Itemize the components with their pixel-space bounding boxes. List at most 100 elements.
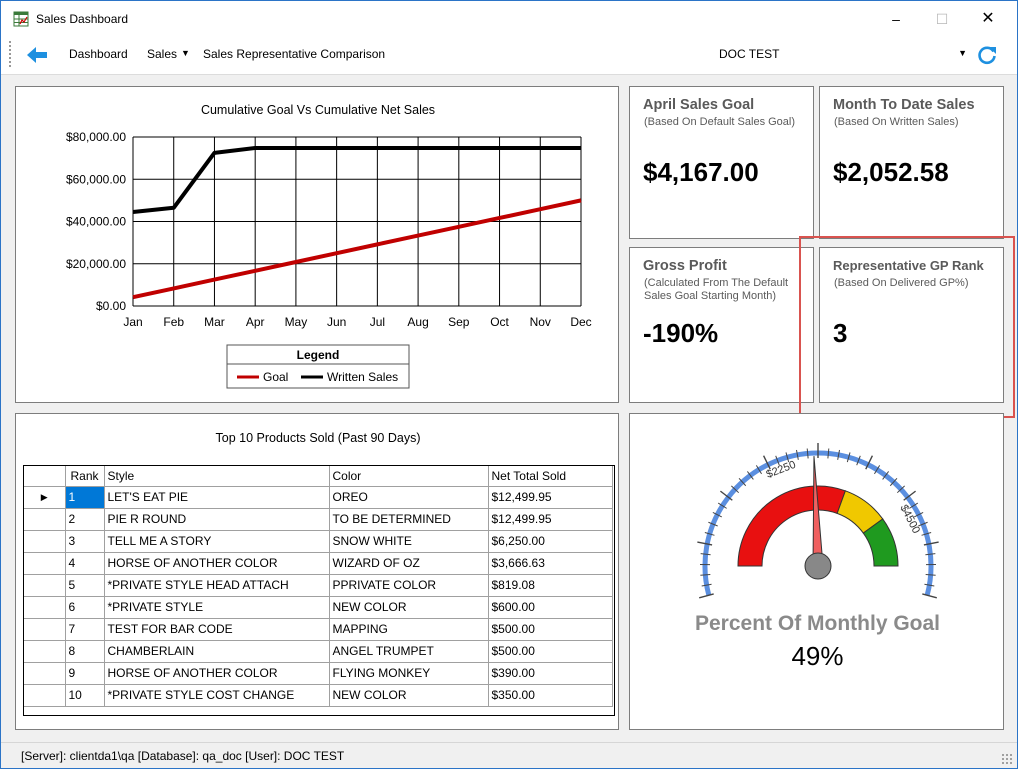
toolbar-grip-icon[interactable] [9,41,11,67]
row-header-cell[interactable] [24,529,66,553]
color-cell[interactable]: FLYING MONKEY [328,661,489,685]
style-cell[interactable]: HORSE OF ANOTHER COLOR [103,551,330,575]
color-cell[interactable]: WIZARD OF OZ [328,551,489,575]
rep-comparison-menu-item[interactable]: Sales Representative Comparison [203,47,386,61]
dashboard-menu-item[interactable]: Dashboard [69,47,128,61]
column-header-style[interactable]: Style [103,466,330,487]
rank-cell[interactable]: 5 [64,573,105,597]
net-total-cell[interactable]: $500.00 [487,617,613,641]
rank-cell[interactable]: 4 [64,551,105,575]
table-row[interactable]: 8 CHAMBERLAIN ANGEL TRUMPET $500.00 [24,639,613,663]
row-header-cell[interactable] [24,617,66,641]
net-total-cell[interactable]: $390.00 [487,661,613,685]
gp-rank-card: Representative GP Rank (Based On Deliver… [819,247,1004,403]
style-cell[interactable]: CHAMBERLAIN [103,639,330,663]
style-cell[interactable]: *PRIVATE STYLE COST CHANGE [103,683,330,707]
back-arrow-icon[interactable] [25,44,49,66]
color-cell[interactable]: SNOW WHITE [328,529,489,553]
rank-cell[interactable]: 8 [64,639,105,663]
color-cell[interactable]: MAPPING [328,617,489,641]
table-row[interactable]: 7 TEST FOR BAR CODE MAPPING $500.00 [24,617,613,641]
net-total-cell[interactable]: $12,499.95 [487,485,613,509]
gauge-tick [856,455,861,466]
row-header-cell[interactable] [24,573,66,597]
style-cell[interactable]: PIE R ROUND [103,507,330,531]
table-row[interactable]: 10 *PRIVATE STYLE COST CHANGE NEW COLOR $35… [24,683,613,707]
sales-goal-subtitle: (Based On Default Sales Goal) [644,116,796,128]
top-products-grid: Rank Style Color Net Total Sold ▶ 1 LET'S … [23,465,615,716]
color-cell[interactable]: TO BE DETERMINED [328,507,489,531]
table-row[interactable]: 3 TELL ME A STORY SNOW WHITE $6,250.00 [24,529,613,553]
net-total-cell[interactable]: $600.00 [487,595,613,619]
column-header-color[interactable]: Color [328,466,489,487]
current-row-indicator-icon[interactable]: ▶ [24,485,66,509]
refresh-icon[interactable] [976,44,998,66]
legend-entry: Written Sales [327,370,398,384]
maximize-button[interactable]: ☐ [935,11,949,27]
y-tick-label: $60,000.00 [66,172,126,186]
resize-grip-icon[interactable] [1001,753,1013,765]
gp-rank-highlight-box [799,236,1015,418]
style-cell[interactable]: *PRIVATE STYLE [103,595,330,619]
minimize-button[interactable]: – [892,11,900,27]
table-row[interactable]: ▶ 1 LET'S EAT PIE OREO $12,499.95 [24,485,613,509]
gauge-tick [806,448,809,459]
toolbar: Dashboard Sales ▼ Sales Representative C… [1,37,1017,75]
net-total-cell[interactable]: $500.00 [487,639,613,663]
chevron-down-icon[interactable]: ▼ [958,48,967,58]
representative-select[interactable]: DOC TEST ▼ [715,43,969,65]
rank-cell[interactable]: 9 [64,661,105,685]
rank-cell[interactable]: 2 [64,507,105,531]
style-cell[interactable]: TEST FOR BAR CODE [103,617,330,641]
row-header-cell[interactable] [24,507,66,531]
row-header-cell[interactable] [24,639,66,663]
row-header-cell[interactable] [24,661,66,685]
sales-dropdown-caret-icon[interactable]: ▼ [181,48,190,58]
rank-cell[interactable]: 6 [64,595,105,619]
style-cell[interactable]: HORSE OF ANOTHER COLOR [103,661,330,685]
row-header-cell[interactable] [24,551,66,575]
row-header-cell[interactable] [24,595,66,619]
net-total-cell[interactable]: $3,666.63 [487,551,613,575]
series-line-1 [132,145,581,214]
rank-cell[interactable]: 7 [64,617,105,641]
rank-cell[interactable]: 1 [64,485,105,509]
net-total-cell[interactable]: $819.08 [487,573,613,597]
gauge-band-green [862,518,899,567]
color-cell[interactable]: ANGEL TRUMPET [328,639,489,663]
close-button[interactable]: ✕ [981,10,995,27]
table-row[interactable]: 5 *PRIVATE STYLE HEAD ATTACH PPRIVATE COLO… [24,573,613,597]
table-row[interactable]: 2 PIE R ROUND TO BE DETERMINED $12,499.95 [24,507,613,531]
sales-menu-item[interactable]: Sales [147,47,178,61]
color-cell[interactable]: NEW COLOR [328,595,489,619]
color-cell[interactable]: PPRIVATE COLOR [328,573,489,597]
sales-goal-value: $4,167.00 [643,157,759,187]
column-header-net-total[interactable]: Net Total Sold [487,466,613,487]
x-tick-label: Sep [448,315,470,329]
rank-cell[interactable]: 3 [64,529,105,553]
table-row[interactable]: 9 HORSE OF ANOTHER COLOR FLYING MONKEY $390… [24,661,613,685]
gauge-value: 49% [791,641,844,671]
gross-profit-card: Gross Profit (Calculated From The Defaul… [629,247,814,403]
style-cell[interactable]: LET'S EAT PIE [103,485,330,509]
x-tick-label: Mar [204,315,225,329]
color-cell[interactable]: OREO [328,485,489,509]
gauge-label: Percent Of Monthly Goal [694,612,941,635]
gross-profit-value: -190% [643,318,719,348]
column-header-rank[interactable]: Rank [64,466,105,487]
table-row[interactable]: 6 *PRIVATE STYLE NEW COLOR $600.00 [24,595,613,619]
net-total-cell[interactable]: $12,499.95 [487,507,613,531]
style-cell[interactable]: *PRIVATE STYLE HEAD ATTACH [103,573,330,597]
rank-cell[interactable]: 10 [64,683,105,707]
gauge-tick [746,471,754,480]
net-total-cell[interactable]: $350.00 [487,683,613,707]
gp-rank-title: Representative GP Rank [833,258,984,273]
color-cell[interactable]: NEW COLOR [328,683,489,707]
table-row[interactable]: 4 HORSE OF ANOTHER COLOR WIZARD OF OZ $3,66… [24,551,613,575]
row-header-cell[interactable] [24,683,66,707]
gauge-tick [846,452,851,463]
net-total-cell[interactable]: $6,250.00 [487,529,613,553]
mtd-sales-title: Month To Date Sales [833,97,975,113]
style-cell[interactable]: TELL ME A STORY [103,529,330,553]
gauge-tick [837,449,840,460]
